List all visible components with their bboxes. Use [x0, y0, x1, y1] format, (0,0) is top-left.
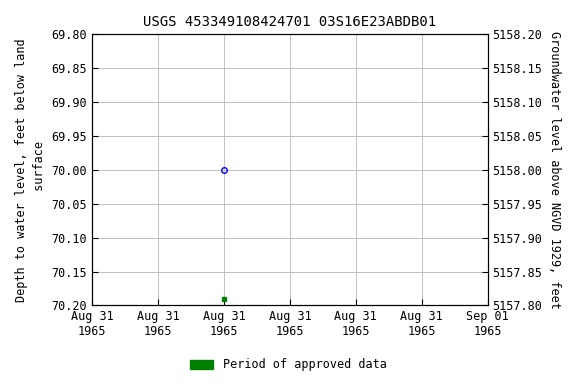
Legend: Period of approved data: Period of approved data [185, 354, 391, 376]
Title: USGS 453349108424701 03S16E23ABDB01: USGS 453349108424701 03S16E23ABDB01 [143, 15, 437, 29]
Y-axis label: Depth to water level, feet below land
 surface: Depth to water level, feet below land su… [15, 38, 46, 302]
Y-axis label: Groundwater level above NGVD 1929, feet: Groundwater level above NGVD 1929, feet [548, 31, 561, 309]
